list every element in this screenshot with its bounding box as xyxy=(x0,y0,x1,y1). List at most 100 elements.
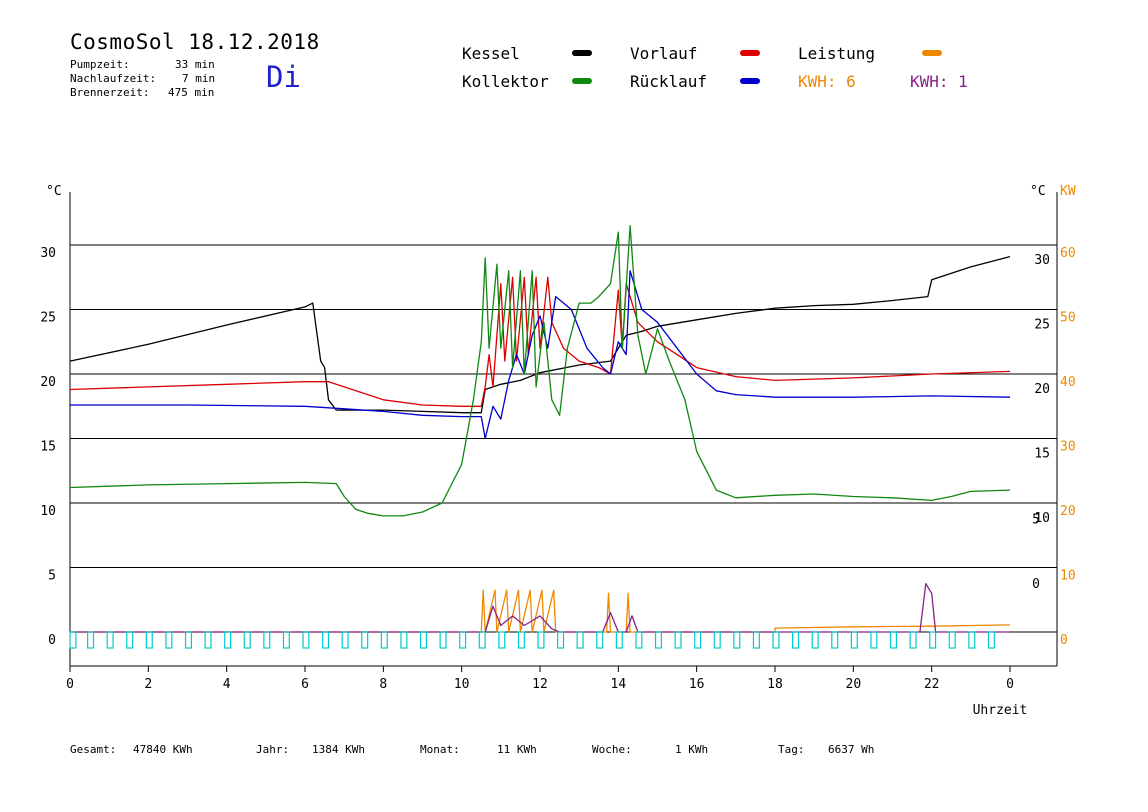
pump-pulse xyxy=(968,631,976,649)
legend-kwh-orange: KWH: 6 xyxy=(798,72,856,91)
pump-pulse xyxy=(596,631,604,649)
weekday-label: Di xyxy=(266,60,301,94)
pump-pulse xyxy=(106,631,114,649)
series-line-kessel xyxy=(69,255,1011,414)
x-tick-label: 4 xyxy=(223,677,231,692)
footer-monat-value: 11 KWh xyxy=(497,743,537,756)
series-line-kollektor xyxy=(69,224,1011,517)
pump-pulse xyxy=(498,631,506,649)
x-tick-label: 10 xyxy=(454,677,470,692)
chart-labels: 0 2 4 6 8 10 12 14 16 18 20 22 0Uhrzeit051015202530°… xyxy=(40,184,1075,718)
y-left-tick-label: 5 xyxy=(48,569,56,584)
pump-pulse xyxy=(69,631,77,649)
legend-leistung-swatch xyxy=(922,50,942,56)
y-kw-unit: KW xyxy=(1060,184,1076,199)
legend-ruecklauf: Rücklauf xyxy=(630,72,708,91)
pump-pulse xyxy=(263,631,271,649)
pump-pulse xyxy=(557,631,565,649)
series-line-kwh-1 xyxy=(70,582,1010,633)
y-right-tick-label: 10 xyxy=(1034,511,1050,526)
pump-pulse xyxy=(811,631,819,649)
y-left-tick-label: 20 xyxy=(40,375,56,390)
chart-series xyxy=(69,224,1011,633)
y-right-tick-label: 15 xyxy=(1034,447,1050,462)
footer-jahr-label: Jahr: xyxy=(256,743,290,756)
pump-pulse xyxy=(459,631,467,649)
legend-kessel: Kessel xyxy=(462,44,520,63)
y-left-tick-label: 0 xyxy=(48,633,56,648)
legend-kwh-purple: KWH: 1 xyxy=(910,72,968,91)
pump-pulse xyxy=(635,631,643,649)
pump-pulse xyxy=(772,631,780,649)
x-tick-label: 2 xyxy=(144,677,152,692)
pump-pulse xyxy=(243,631,251,649)
pump-pulse xyxy=(615,631,623,649)
x-tick-label: 16 xyxy=(689,677,705,692)
pump-pulse xyxy=(537,631,545,649)
footer-gesamt-label: Gesamt: xyxy=(70,743,117,756)
pump-pulse xyxy=(126,631,134,649)
y-kw-tick-label: 60 xyxy=(1060,246,1076,261)
footer-tag-label: Tag: xyxy=(778,743,805,756)
pump-pulse xyxy=(654,631,663,649)
y-left-tick-label: 15 xyxy=(40,440,56,455)
x-tick-label: 18 xyxy=(767,677,783,692)
y-right-tick-label: 30 xyxy=(1034,253,1050,268)
pump-pulse xyxy=(909,631,917,649)
series-line-leistung xyxy=(70,589,1011,633)
pump-pulse xyxy=(204,631,212,649)
pump-pulse xyxy=(694,631,702,649)
pump-pulse xyxy=(145,631,153,649)
pump-pulse xyxy=(380,631,388,649)
legend-leistung: Leistung xyxy=(798,44,876,63)
y-kw-tick-label: 30 xyxy=(1060,440,1076,455)
pump-pulse xyxy=(674,631,682,649)
pump-pulse xyxy=(870,631,878,649)
x-axis-label: Uhrzeit xyxy=(973,703,1028,718)
x-tick-label: 22 xyxy=(924,677,940,692)
pump-pulse xyxy=(713,631,721,649)
stat-pumpzeit-label: Pumpzeit: xyxy=(70,58,130,71)
y-kw-tick-label: 0 xyxy=(1060,633,1068,648)
stat-nachlaufzeit-label: Nachlaufzeit: xyxy=(70,72,157,85)
y-left-tick-label: 25 xyxy=(40,311,56,326)
pump-pulse xyxy=(733,631,741,649)
y-right-lower-tick-label: 5 xyxy=(1032,513,1040,528)
y-kw-tick-label: 40 xyxy=(1060,375,1076,390)
pump-pulse xyxy=(282,631,290,649)
y-right-tick-label: 25 xyxy=(1034,318,1050,333)
pump-pulse xyxy=(341,631,349,649)
pump-pulse xyxy=(889,631,898,649)
legend-vorlauf-swatch xyxy=(740,50,760,56)
legend-vorlauf: Vorlauf xyxy=(630,44,698,63)
y-left-tick-label: 10 xyxy=(40,504,56,519)
y-left-tick-label: 30 xyxy=(40,246,56,261)
footer-gesamt-value: 47840 KWh xyxy=(133,743,193,756)
stat-brennerzeit-label: Brennerzeit: xyxy=(70,86,150,99)
pump-pulse xyxy=(184,631,193,649)
pump-pulse xyxy=(752,631,760,649)
y-right-unit: °C xyxy=(1030,184,1046,199)
legend-kollektor-swatch xyxy=(572,78,592,84)
pump-pulse xyxy=(322,631,330,649)
y-kw-tick-label: 10 xyxy=(1060,569,1076,584)
legend-ruecklauf-swatch xyxy=(740,78,760,84)
pump-indicator xyxy=(69,631,995,649)
footer-jahr-value: 1384 KWh xyxy=(312,743,365,756)
x-tick-label: 6 xyxy=(301,677,309,692)
x-tick-label: 8 xyxy=(379,677,387,692)
y-right-lower-tick-label: 0 xyxy=(1032,577,1040,592)
footer-woche-value: 1 KWh xyxy=(675,743,709,756)
footer-monat-label: Monat: xyxy=(420,743,460,756)
pump-pulse xyxy=(517,631,525,649)
stat-nachlaufzeit-value: 7 min xyxy=(182,72,216,85)
pump-pulse xyxy=(850,631,858,649)
pump-pulse xyxy=(576,631,584,649)
pump-pulse xyxy=(478,631,486,649)
pump-pulse xyxy=(361,631,369,649)
pump-pulse xyxy=(400,631,408,649)
y-left-unit: °C xyxy=(46,184,62,199)
chart-grid xyxy=(69,192,1058,672)
y-right-tick-label: 20 xyxy=(1034,382,1050,397)
